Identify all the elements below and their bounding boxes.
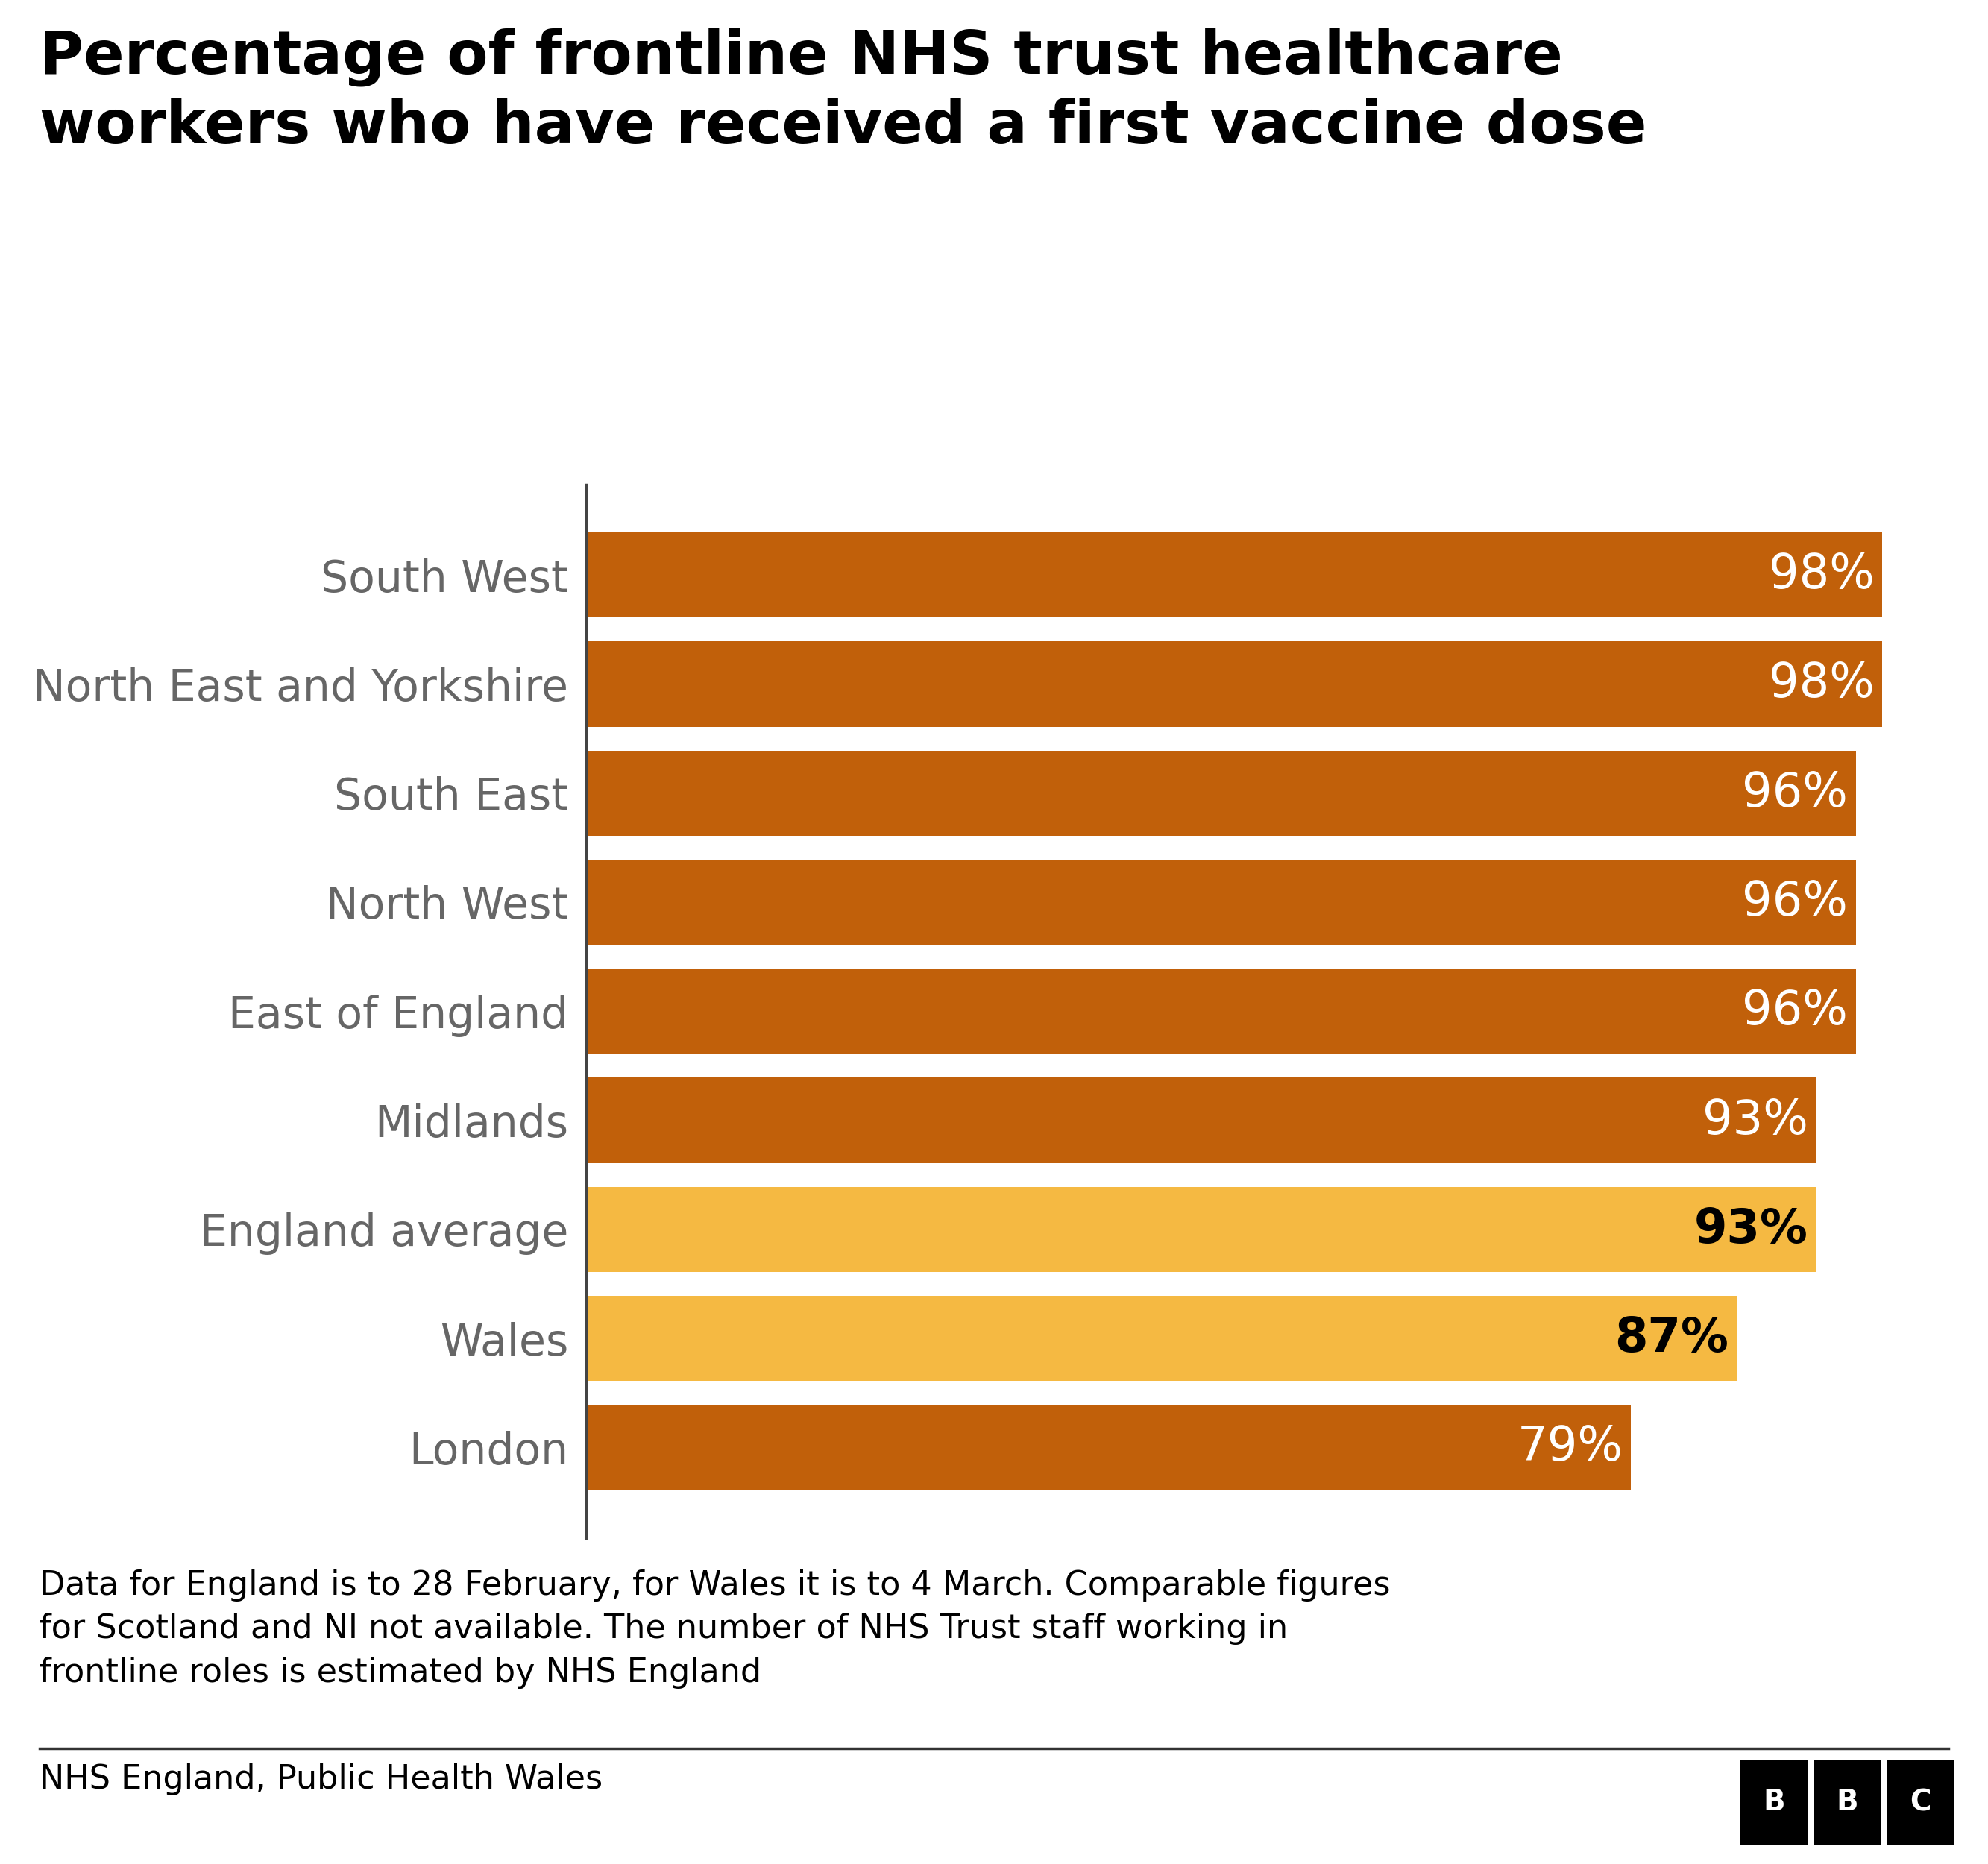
Bar xyxy=(586,859,1855,945)
Bar xyxy=(586,641,1883,727)
Text: 98%: 98% xyxy=(1769,552,1875,598)
Text: Data for England is to 28 February, for Wales it is to 4 March. Comparable figur: Data for England is to 28 February, for … xyxy=(40,1569,1390,1689)
Text: B: B xyxy=(1837,1788,1859,1817)
Text: Percentage of frontline NHS trust healthcare
workers who have received a first v: Percentage of frontline NHS trust health… xyxy=(40,28,1646,157)
FancyBboxPatch shape xyxy=(1813,1760,1881,1845)
Text: 96%: 96% xyxy=(1741,988,1847,1035)
Bar xyxy=(586,969,1855,1053)
Text: B: B xyxy=(1763,1788,1785,1817)
Bar xyxy=(586,1295,1738,1381)
Text: NHS England, Public Health Wales: NHS England, Public Health Wales xyxy=(40,1763,602,1795)
Bar xyxy=(586,1077,1815,1163)
Text: 79%: 79% xyxy=(1517,1424,1622,1471)
Bar xyxy=(586,533,1883,617)
Text: 96%: 96% xyxy=(1741,880,1847,925)
FancyBboxPatch shape xyxy=(1740,1760,1809,1845)
Text: C: C xyxy=(1910,1788,1930,1817)
Bar xyxy=(586,751,1855,835)
Bar xyxy=(586,1405,1630,1489)
Bar xyxy=(586,1187,1815,1271)
FancyBboxPatch shape xyxy=(1887,1760,1954,1845)
Text: 93%: 93% xyxy=(1694,1206,1809,1253)
Text: 93%: 93% xyxy=(1702,1098,1809,1143)
Text: 98%: 98% xyxy=(1769,662,1875,706)
Text: 87%: 87% xyxy=(1614,1316,1730,1361)
Text: 96%: 96% xyxy=(1741,770,1847,816)
